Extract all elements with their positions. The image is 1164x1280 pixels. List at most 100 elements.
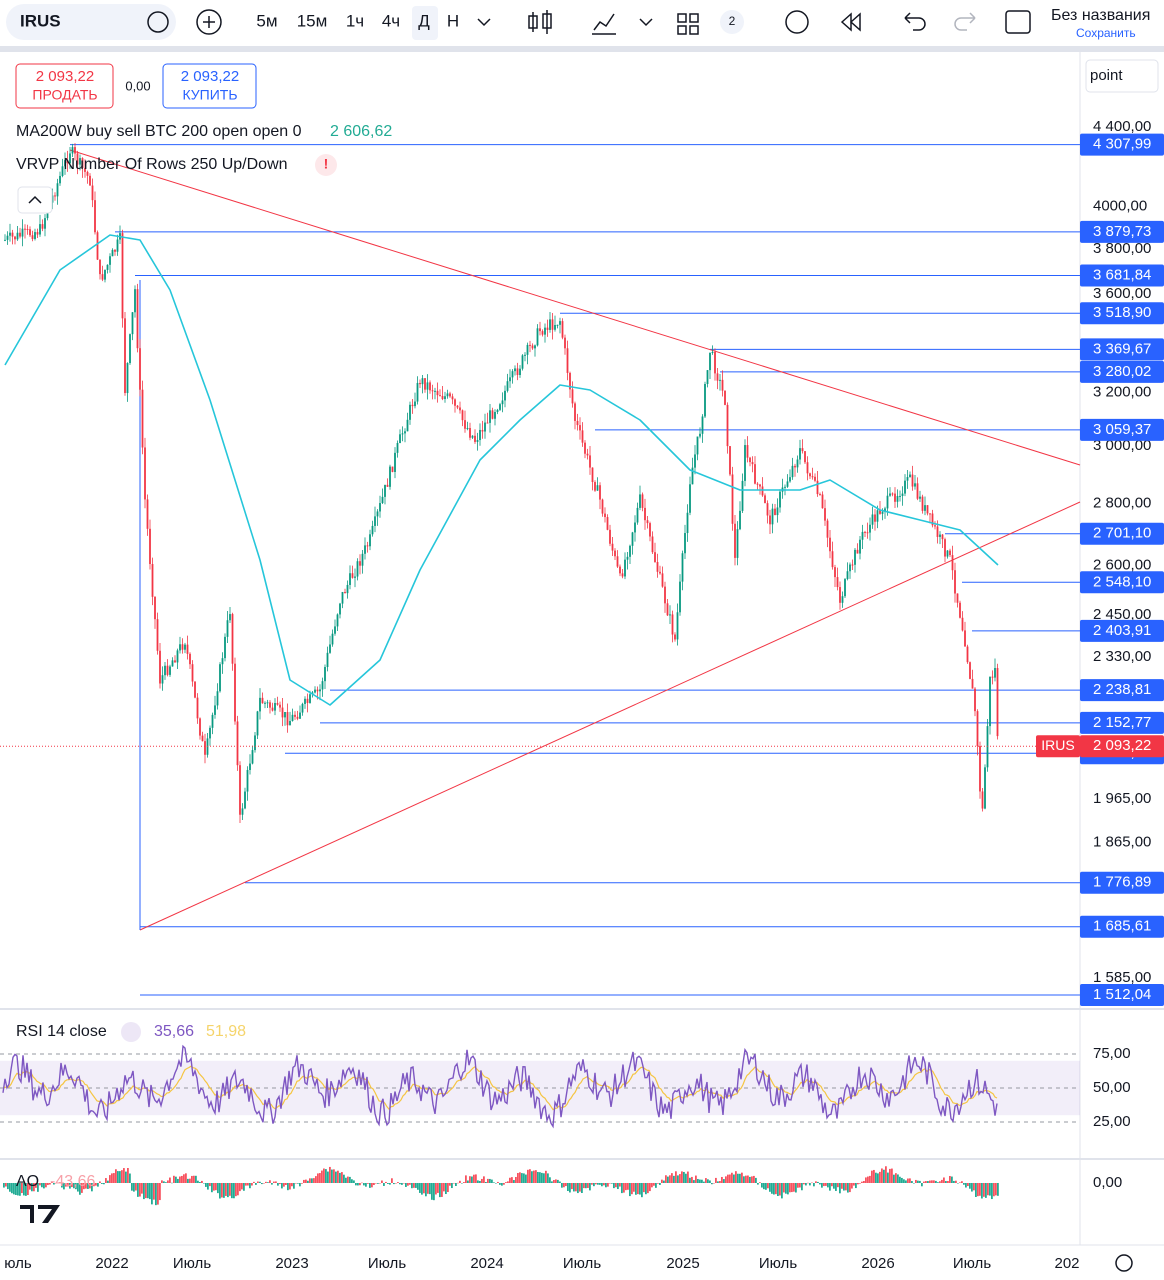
vrvp-alert[interactable]: !	[324, 156, 329, 172]
vrvp-label[interactable]: VRVP Number Of Rows 250 Up/Down	[16, 156, 288, 173]
ma-label[interactable]: MA200W buy sell BTC 200 open open 0	[16, 123, 302, 140]
scale-mode[interactable]: point	[1090, 67, 1123, 84]
ao-tick: 0,00	[1093, 1174, 1122, 1191]
interval[interactable]: Д	[418, 11, 430, 30]
compare-button[interactable]	[196, 9, 222, 35]
layout-name[interactable]: Без названия	[1051, 7, 1150, 24]
replay-button[interactable]	[840, 12, 861, 32]
symbol-search[interactable]	[6, 4, 176, 40]
time-tick-label: Июль	[953, 1255, 991, 1272]
collapse-button[interactable]	[17, 186, 53, 214]
buy-button[interactable]	[162, 63, 257, 109]
chart-type-button[interactable]	[528, 10, 552, 34]
ao-bar	[813, 1183, 815, 1187]
ao-bar	[169, 1177, 171, 1183]
interval-dropdown[interactable]	[477, 18, 491, 27]
candle-body	[531, 345, 534, 349]
ao-bar	[381, 1180, 383, 1183]
candle-body	[194, 681, 196, 698]
candle-body	[854, 549, 856, 565]
ao-bar	[509, 1177, 511, 1183]
ao-bar	[33, 1183, 35, 1192]
ao-label[interactable]: AO	[16, 1173, 39, 1190]
interval[interactable]: 5м	[256, 11, 277, 30]
candle-body	[231, 614, 234, 664]
ao-bar	[487, 1178, 489, 1183]
ao-bar	[413, 1183, 415, 1188]
candle-body	[959, 602, 961, 618]
trendline	[139, 501, 1081, 931]
ao-bar	[371, 1183, 373, 1188]
ao-bar	[483, 1176, 485, 1183]
symbol-icon[interactable]	[147, 11, 169, 33]
interval[interactable]: 15м	[297, 11, 328, 30]
candle-body	[16, 232, 19, 240]
ao-bar	[27, 1183, 29, 1196]
candle-body	[456, 405, 459, 408]
candle-body	[379, 503, 381, 512]
layout-button[interactable]	[677, 13, 699, 35]
indicators-dropdown[interactable]	[639, 18, 653, 27]
level-label: 3 369,67	[1093, 340, 1151, 357]
ao-bar	[617, 1183, 619, 1190]
candle-body	[759, 484, 761, 487]
interval[interactable]: 4ч	[382, 11, 400, 30]
sell-label[interactable]: ПРОДАТЬ	[32, 87, 97, 103]
candle-body	[164, 665, 166, 676]
ao-bar	[471, 1176, 473, 1183]
ao-bar	[367, 1183, 369, 1184]
scale-mode-box[interactable]	[1085, 59, 1159, 93]
candle-body	[259, 697, 261, 712]
price-tick-label: 4 400,00	[1093, 118, 1151, 135]
candle-body	[901, 493, 904, 496]
ao-bar	[739, 1173, 741, 1183]
symbol-tag: IRUS	[1041, 737, 1074, 753]
ao-bar	[751, 1176, 753, 1183]
fullscreen-button[interactable]	[1005, 10, 1031, 34]
ao-bar	[941, 1179, 943, 1183]
ao-bar	[799, 1183, 801, 1188]
ao-bar	[211, 1183, 213, 1193]
buy-label[interactable]: КУПИТЬ	[182, 87, 237, 103]
ao-bar	[693, 1180, 695, 1183]
ao-bar	[283, 1183, 285, 1187]
ao-bar	[871, 1170, 873, 1183]
interval[interactable]: 1ч	[346, 11, 364, 30]
candle-body	[919, 496, 921, 499]
candle-body	[889, 493, 891, 496]
candle-body	[841, 596, 844, 603]
ao-bar	[197, 1180, 199, 1183]
buy-price[interactable]: 2 093,22	[181, 68, 239, 85]
level-label: 2 403,91	[1093, 622, 1151, 639]
symbol[interactable]: IRUS	[20, 11, 61, 30]
ao-bar	[901, 1177, 903, 1183]
ao-bar	[225, 1183, 227, 1196]
candle-body	[546, 327, 549, 330]
candle-body	[731, 474, 734, 524]
ao-bar	[147, 1183, 149, 1199]
ao-bar	[665, 1175, 667, 1183]
ao-bar	[849, 1183, 851, 1193]
level-label-bg	[1080, 360, 1164, 383]
ao-bar	[473, 1174, 475, 1183]
settings-button[interactable]	[1115, 1254, 1133, 1272]
candle-body	[651, 536, 654, 553]
candle-body	[384, 484, 386, 497]
ao-bar	[151, 1183, 153, 1205]
ao-bar	[547, 1173, 549, 1183]
alert-button[interactable]	[785, 10, 809, 34]
rsi-label[interactable]: RSI 14 close	[16, 1023, 107, 1040]
interval[interactable]: Н	[447, 11, 459, 30]
sell-button[interactable]	[15, 63, 114, 109]
candle-body	[604, 513, 606, 518]
undo-button[interactable]	[904, 12, 926, 31]
save-status[interactable]: Сохранить	[1076, 26, 1136, 40]
candle-body	[34, 232, 36, 239]
indicators-button[interactable]	[592, 13, 616, 35]
ao-bar	[915, 1179, 917, 1183]
redo-button[interactable]	[954, 12, 976, 31]
sell-price[interactable]: 2 093,22	[36, 68, 94, 85]
ao-bar	[615, 1183, 617, 1188]
ao-bar	[667, 1176, 669, 1183]
candle-body	[551, 319, 554, 330]
